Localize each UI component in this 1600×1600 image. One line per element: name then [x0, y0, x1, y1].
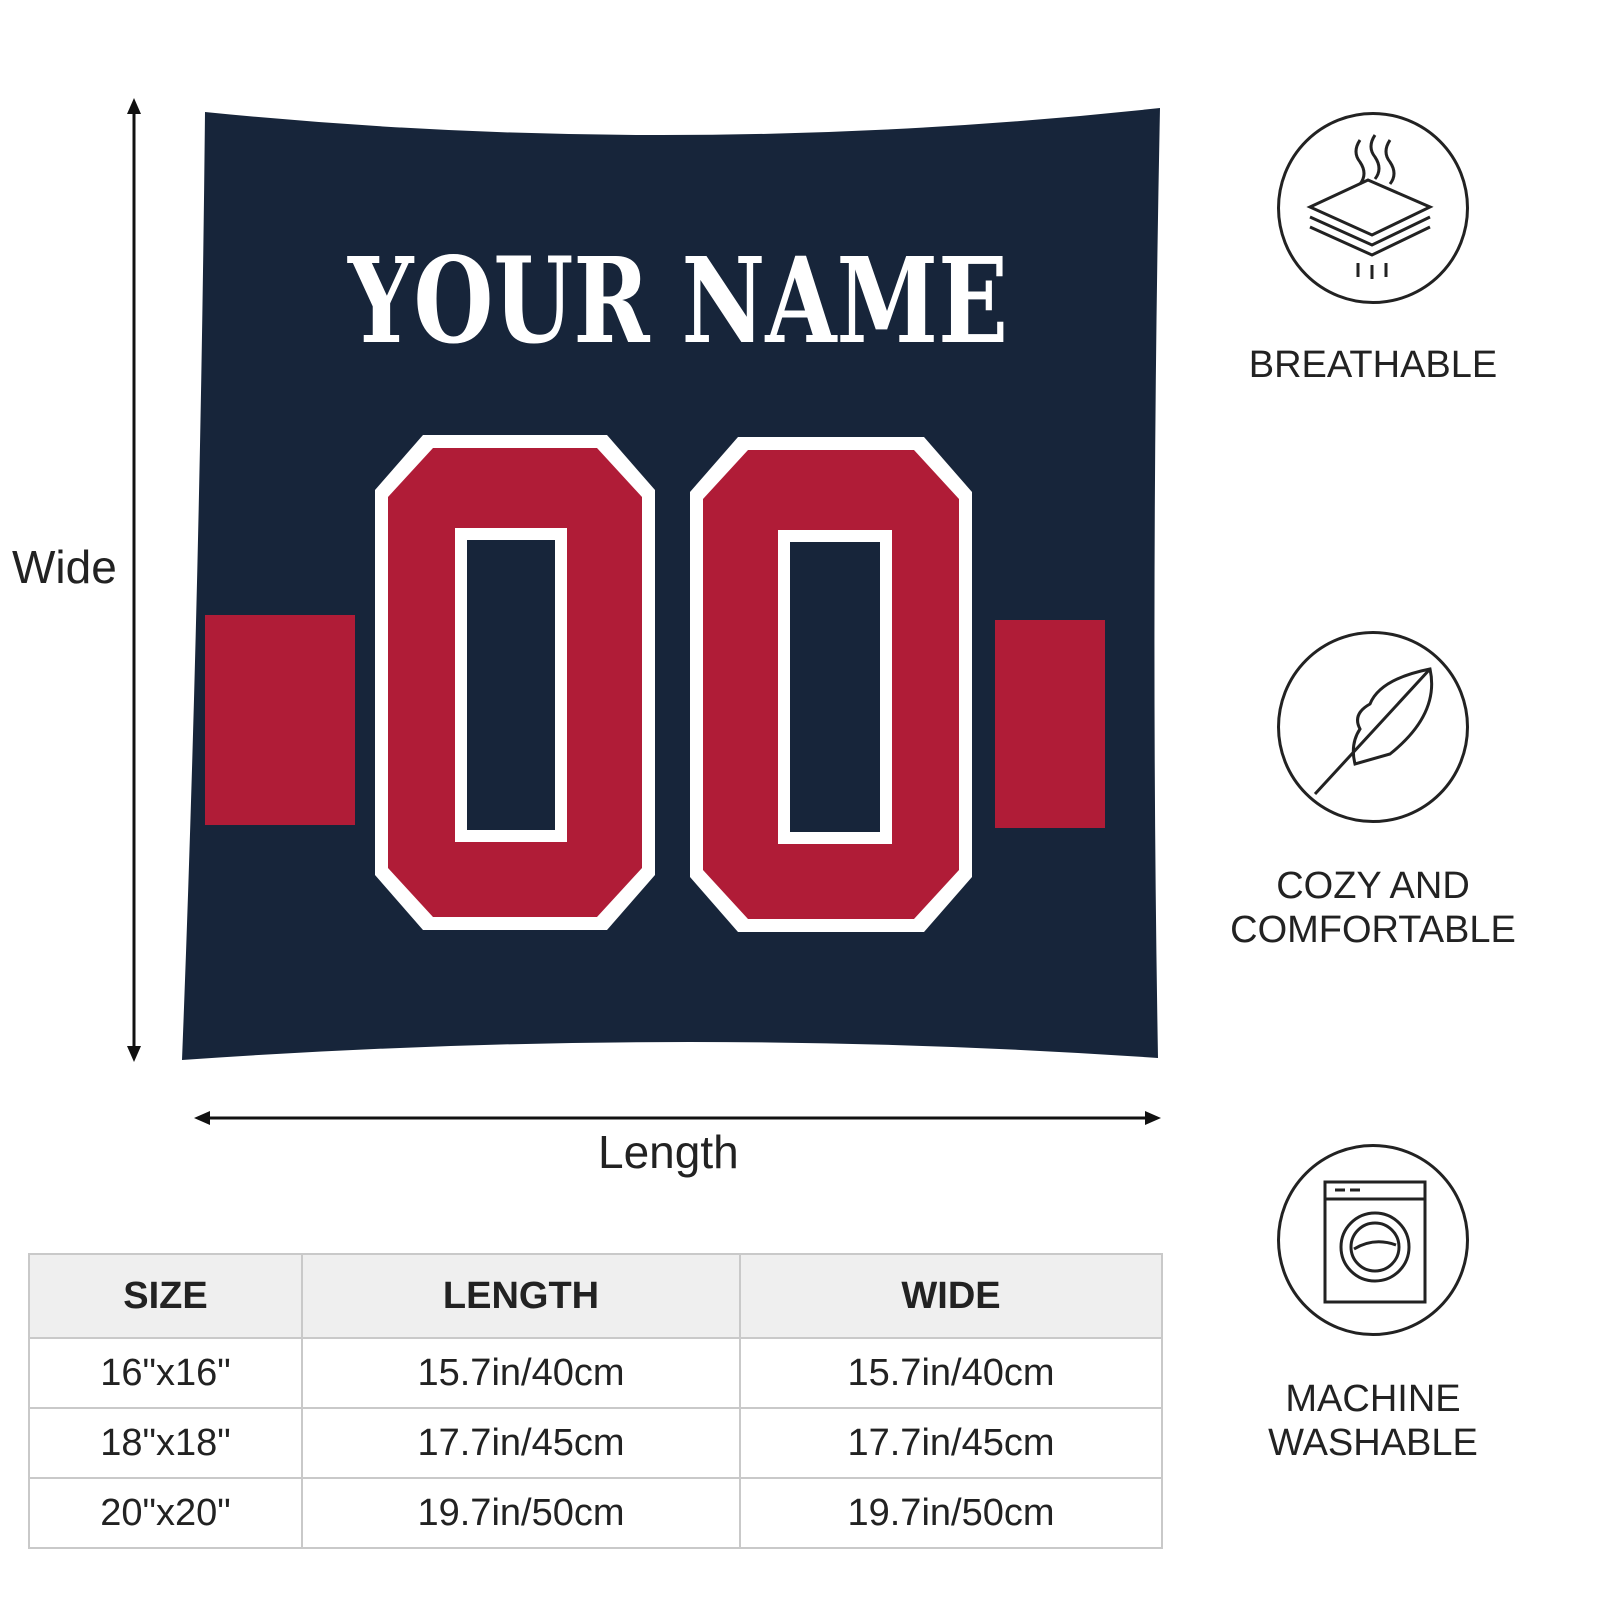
cell-wide: 19.7in/50cm [739, 1477, 1163, 1549]
cell-length: 17.7in/45cm [301, 1407, 741, 1479]
pillow-name-text: YOUR NAME [346, 231, 1008, 370]
header-length: LENGTH [301, 1253, 741, 1339]
cell-length: 19.7in/50cm [301, 1477, 741, 1549]
number-digit [690, 437, 972, 932]
cell-size: 18"x18" [28, 1407, 303, 1479]
left-stripe [205, 615, 355, 825]
right-stripe [995, 620, 1105, 828]
length-label: Length [598, 1126, 739, 1178]
breathable-layers-icon [1277, 112, 1469, 304]
feature-label-line: COZY AND [1276, 865, 1470, 907]
wide-arrow [127, 98, 141, 1062]
feature-label-breathable: BREATHABLE [1248, 344, 1498, 386]
header-wide: WIDE [739, 1253, 1163, 1339]
washing-machine-icon [1277, 1144, 1469, 1336]
cell-wide: 17.7in/45cm [739, 1407, 1163, 1479]
feature-label-line: COMFORTABLE [1230, 909, 1516, 951]
size-table: SIZE LENGTH WIDE 16"x16" 15.7in/40cm 15.… [28, 1253, 1163, 1549]
feature-label-cozy: COZY AND COMFORTABLE [1213, 864, 1533, 952]
table-row: 18"x18" 17.7in/45cm 17.7in/45cm [28, 1407, 1163, 1479]
feature-label-line: WASHABLE [1268, 1422, 1478, 1464]
length-arrow [194, 1111, 1161, 1125]
cell-size: 16"x16" [28, 1337, 303, 1409]
wide-label: Wide [12, 541, 117, 593]
table-row: 16"x16" 15.7in/40cm 15.7in/40cm [28, 1337, 1163, 1409]
number-digit [375, 435, 655, 930]
cell-wide: 15.7in/40cm [739, 1337, 1163, 1409]
table-header-row: SIZE LENGTH WIDE [28, 1253, 1163, 1339]
feature-label-line: MACHINE [1285, 1378, 1461, 1420]
table-row: 20"x20" 19.7in/50cm 19.7in/50cm [28, 1477, 1163, 1549]
feather-icon [1277, 631, 1469, 823]
cell-length: 15.7in/40cm [301, 1337, 741, 1409]
header-size: SIZE [28, 1253, 303, 1339]
cell-size: 20"x20" [28, 1477, 303, 1549]
feature-label-washable: MACHINE WASHABLE [1213, 1377, 1533, 1465]
